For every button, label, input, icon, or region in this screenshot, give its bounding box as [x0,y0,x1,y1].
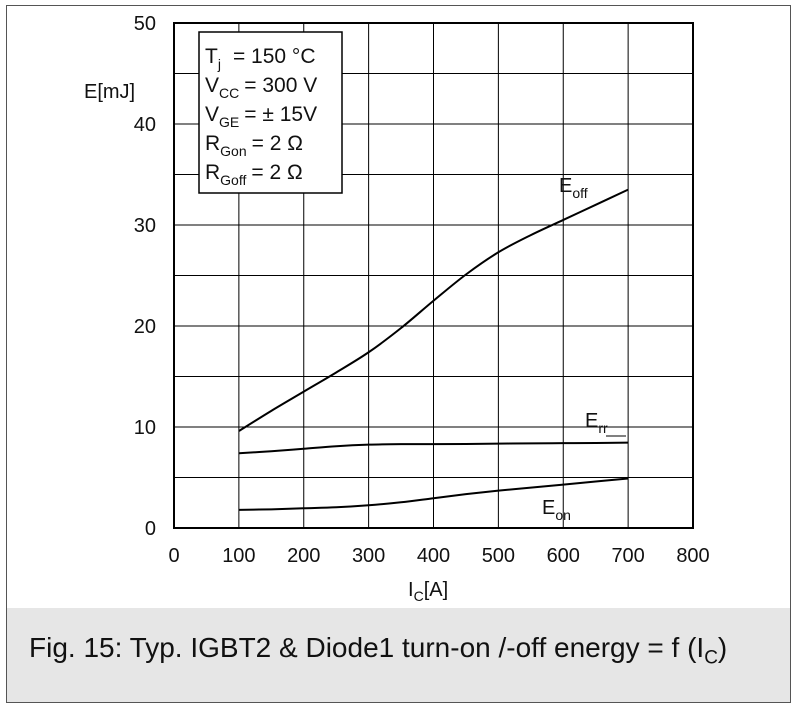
tick-labels: 0 100 200 300 400 500 600 700 800 0 10 20 30 40 50 [134,13,710,567]
x-tick-label: 800 [676,545,709,567]
condition-item: VGE = ± 15V [205,103,317,130]
y-tick-label: 50 [134,13,156,35]
caption-band [7,608,790,702]
curve-err [238,441,629,455]
condition-item: Tj = 150 °C [205,45,316,72]
y-axis-label: E[mJ] [84,81,135,103]
err-label: Err [585,410,608,436]
eoff-label: Eoff [559,175,588,201]
x-tick-label: 200 [287,545,320,567]
eon-label: Eon [542,497,571,523]
curve-eon [238,477,629,511]
x-axis-label-unit: [A] [424,579,448,601]
x-tick-label: 500 [482,545,515,567]
x-tick-label: 0 [168,545,179,567]
condition-item: RGoff = 2 Ω [205,161,303,188]
figure-frame [6,5,791,703]
curve-eoff [238,188,629,432]
x-tick-label: 400 [417,545,450,567]
x-axis-label: IC[A] [408,579,448,604]
x-axis-label-sub: C [414,588,424,604]
figure-caption: Fig. 15: Typ. IGBT2 & Diode1 turn-on /-o… [29,632,728,669]
conditions-box [198,31,343,194]
x-axis-label-main: I [408,579,414,601]
curves [238,188,629,511]
y-tick-label: 30 [134,215,156,237]
x-tick-label: 300 [352,545,385,567]
condition-item: RGon = 2 Ω [205,132,303,159]
y-tick-label: 10 [134,417,156,439]
plot-area-border [173,22,694,529]
y-tick-label: 20 [134,316,156,338]
x-tick-label: 100 [222,545,255,567]
condition-item: VCC = 300 V [205,74,317,101]
y-tick-label: 0 [145,518,156,540]
y-tick-label: 40 [134,114,156,136]
x-tick-label: 700 [611,545,644,567]
x-tick-label: 600 [547,545,580,567]
